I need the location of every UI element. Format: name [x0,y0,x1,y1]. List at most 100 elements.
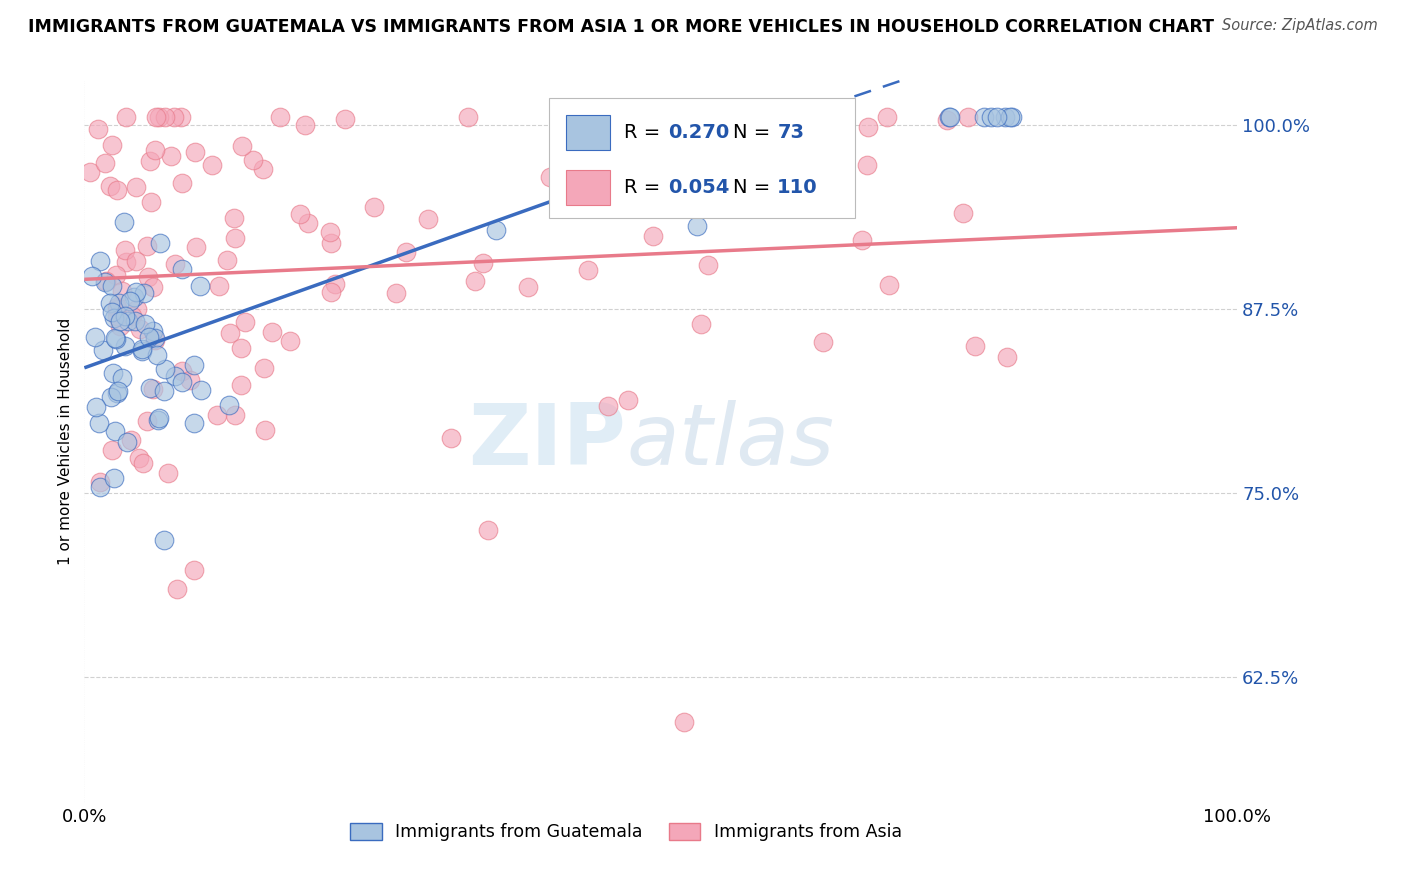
Point [233,315,256,329]
FancyBboxPatch shape [567,169,610,204]
Point [114,309,136,323]
Point [127,301,149,316]
Point [143,333,166,347]
Point [115,110,138,124]
Point [148,110,170,124]
Point [155,362,177,376]
Point [477,523,499,537]
Point [115,434,138,449]
Point [280,334,302,349]
Point [103,311,125,326]
Point [685,219,707,234]
Text: R =: R = [624,123,661,142]
Point [464,274,486,288]
Point [105,302,128,317]
Point [179,373,201,387]
Point [105,183,128,197]
Point [606,110,628,124]
FancyBboxPatch shape [567,115,610,150]
Point [148,411,170,425]
Point [678,110,700,124]
Point [1001,110,1024,124]
Point [100,390,122,404]
Point [222,211,245,226]
Point [183,416,205,430]
Point [136,239,159,253]
Point [877,278,900,293]
Point [80,268,103,283]
Text: atlas: atlas [626,400,834,483]
Point [170,176,193,190]
Point [103,471,125,485]
Point [93,275,115,289]
Point [101,138,124,153]
Point [136,270,159,285]
Point [939,110,962,124]
Point [142,324,165,338]
Point [146,348,169,362]
Point [218,398,240,412]
Point [138,330,160,344]
Point [578,263,600,277]
Point [125,254,148,268]
Point [110,371,132,385]
Text: 0.054: 0.054 [668,178,730,197]
Point [156,466,179,480]
Point [290,207,312,221]
Point [108,314,131,328]
Point [260,325,283,339]
Point [471,256,494,270]
Point [134,285,156,300]
Point [253,423,276,437]
Point [101,304,124,318]
Point [858,120,880,135]
Text: Source: ZipAtlas.com: Source: ZipAtlas.com [1222,18,1378,33]
Point [135,414,157,428]
Point [808,110,831,124]
Point [108,319,131,334]
Point [104,331,127,345]
Text: N =: N = [734,123,770,142]
Point [184,240,207,254]
Point [952,205,974,219]
Point [935,112,957,127]
Point [84,400,107,414]
Point [79,165,101,179]
Text: IMMIGRANTS FROM GUATEMALA VS IMMIGRANTS FROM ASIA 1 OR MORE VEHICLES IN HOUSEHOL: IMMIGRANTS FROM GUATEMALA VS IMMIGRANTS … [28,18,1215,36]
Point [149,235,172,250]
Point [121,309,143,323]
Point [973,110,995,124]
Point [201,158,224,172]
Point [253,360,276,375]
Point [108,296,131,310]
Point [132,456,155,470]
Point [183,359,205,373]
Point [142,279,165,293]
Point [89,417,111,431]
Point [104,424,127,438]
Point [153,384,176,398]
Point [616,392,638,407]
Point [229,342,252,356]
Point [114,243,136,257]
Point [963,339,986,353]
Point [165,369,187,384]
Point [118,294,141,309]
Point [641,228,664,243]
Point [94,156,117,170]
Text: N =: N = [734,178,770,197]
Point [672,714,695,729]
Point [572,110,595,124]
Point [131,342,153,356]
Point [134,317,156,331]
Point [995,350,1018,364]
Point [184,145,207,160]
Point [125,180,148,194]
Point [98,178,121,193]
Point [105,268,128,283]
Point [138,154,160,169]
Point [980,110,1002,124]
Point [100,279,122,293]
Point [998,110,1021,124]
Point [457,110,479,124]
